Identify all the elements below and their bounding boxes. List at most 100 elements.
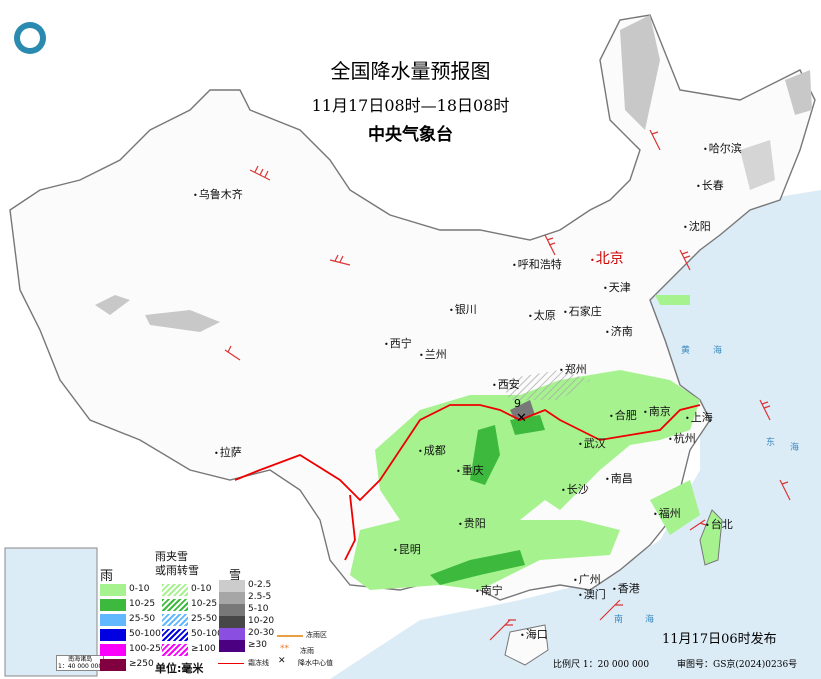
rain-area-0-10: [655, 295, 690, 305]
legend-label: 0-2.5: [248, 580, 272, 590]
legend-label: 50-100: [129, 629, 161, 639]
legend-rain-title: 雨: [100, 569, 114, 584]
legend-frost-line: 霜冻线: [248, 659, 269, 667]
legend-swatch: [162, 644, 188, 656]
sea-label: 东: [766, 438, 776, 448]
city-label: 银川: [449, 301, 477, 317]
legend-swatch: [162, 614, 188, 626]
city-label: 西安: [492, 376, 520, 392]
freezing-rain-area-symbol: [277, 635, 303, 637]
legend-swatch: [100, 659, 126, 671]
city-label: 澳门: [578, 586, 606, 602]
city-label: 北京: [590, 248, 624, 268]
city-label: 杭州: [668, 430, 696, 446]
frost-line: [234, 404, 701, 502]
legend-label: ≥30: [248, 640, 267, 650]
legend-label: 25-50: [129, 614, 156, 624]
issue-time: 11月17日06时发布: [662, 632, 777, 647]
precip-center-marker: ✕: [516, 411, 527, 426]
city-label: 南京: [643, 403, 671, 419]
legend-label: 20-30: [248, 628, 275, 638]
legend-swatch: [219, 604, 245, 616]
sea-label: 南: [614, 615, 624, 625]
map-scale: 比例尺 1：20 000 000: [553, 660, 650, 670]
legend-swatch: [219, 640, 245, 652]
legend-swatch: [219, 592, 245, 604]
city-label: 石家庄: [563, 303, 602, 319]
review-number: 审图号：GS京(2024)0236号: [677, 660, 798, 670]
snow-area-0-2.5: [620, 15, 660, 130]
legend-label: 50-100: [191, 629, 223, 639]
map-title: 全国降水量预报图: [330, 59, 491, 83]
city-label: 郑州: [559, 361, 587, 377]
city-label: 合肥: [609, 407, 637, 423]
city-label: 南昌: [605, 470, 633, 486]
city-label: 天津: [603, 279, 631, 295]
city-label: 兰州: [419, 346, 447, 362]
legend-swatch: [162, 584, 188, 596]
city-label: 济南: [605, 323, 633, 339]
legend-swatch: [219, 580, 245, 592]
sea-label: 海: [645, 615, 655, 625]
legend-swatch: [100, 614, 126, 626]
city-label: 乌鲁木齐: [193, 186, 243, 202]
snow-area-0-2.5: [145, 310, 220, 332]
city-label: 贵阳: [458, 515, 486, 531]
legend-snow-title: 雪: [229, 568, 242, 582]
legend-label: 5-10: [248, 604, 269, 614]
legend-label: 0-10: [129, 584, 150, 594]
legend-freezing-rain: 冻雨: [300, 647, 314, 655]
legend-label: ≥100: [191, 644, 216, 654]
snow-area-0-2.5: [740, 140, 775, 190]
legend-label: 100-250: [129, 644, 167, 654]
frost-line-symbol: [218, 663, 244, 664]
sea-label: 黄: [681, 346, 691, 356]
inset-caption: 南海诸岛 1：40 000 000: [56, 655, 105, 671]
city-label: 西宁: [384, 335, 412, 351]
legend-label: 10-25: [129, 599, 156, 609]
city-label: 台北: [705, 516, 733, 532]
snow-area-0-2.5: [95, 295, 130, 315]
snow-area-0-2.5: [785, 70, 812, 115]
city-label: 广州: [573, 571, 601, 587]
inset-scale: 1：40 000 000: [58, 663, 103, 670]
city-label: 香港: [612, 580, 640, 596]
sea-label: 海: [790, 443, 800, 453]
sleet-area-0-10: [500, 370, 590, 400]
city-label: 南宁: [475, 582, 503, 598]
city-label: 哈尔滨: [703, 140, 742, 156]
legend-sleet-title: 雨夹雪: [155, 550, 188, 563]
city-label: 呼和浩特: [512, 256, 562, 272]
sea-label: 海: [713, 346, 723, 356]
sea: [330, 190, 821, 679]
legend-swatch: [100, 644, 126, 656]
rain-area-0-10: [350, 370, 700, 590]
agency: 中央气象台: [368, 125, 453, 145]
legend-swatch: [162, 629, 188, 641]
wind-barbs: [224, 129, 791, 641]
city-label: 重庆: [456, 462, 484, 478]
legend-swatch: [219, 628, 245, 640]
forecast-period: 11月17日08时—18日08时: [311, 96, 510, 115]
city-label: 成都: [418, 442, 446, 458]
legend-unit: 单位:毫米: [155, 662, 204, 675]
city-label: 上海: [685, 409, 713, 425]
legend-freezing-rain-area: 冻雨区: [306, 631, 327, 639]
city-label: 长沙: [561, 481, 589, 497]
legend-label: 0-10: [191, 584, 212, 594]
legend-swatch: [100, 584, 126, 596]
legend-label: 25-50: [191, 614, 218, 624]
snow-area-5-10: [510, 400, 535, 420]
city-label: 长春: [696, 177, 724, 193]
freezing-rain-icon: **: [280, 644, 289, 654]
city-label: 沈阳: [683, 218, 711, 234]
frost-line: [344, 494, 356, 561]
precip-center-value: 9: [514, 397, 521, 410]
inset-title: 南海诸岛: [68, 656, 93, 663]
legend-precip-center: 降水中心值: [298, 659, 333, 667]
city-label: 昆明: [393, 541, 421, 557]
city-label: 福州: [653, 505, 681, 521]
south-china-sea-inset: [4, 547, 98, 677]
